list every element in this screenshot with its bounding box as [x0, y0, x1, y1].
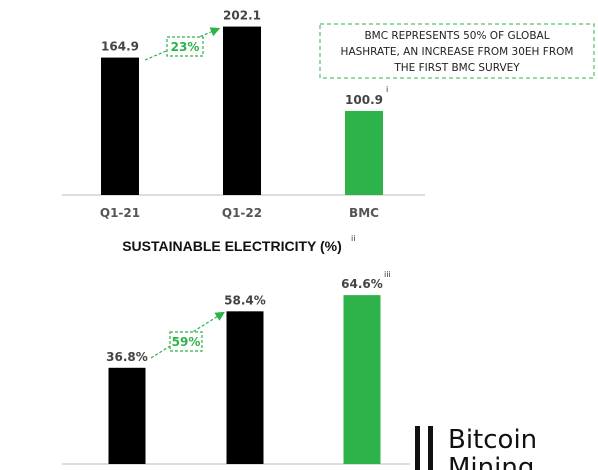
hashrate-chart: 164.9 202.1 100.9 Q1-21 Q1-22 BMC i 23% BM…	[62, 9, 595, 220]
hashrate-growth-label: 23%	[171, 40, 200, 54]
sustainable-growth-label: 59%	[172, 335, 201, 349]
sustainable-electricity-title: SUSTAINABLE ELECTRICITY (%)	[122, 238, 342, 254]
hashrate-growth-badge	[166, 36, 204, 57]
hashrate-growth-arrow	[144, 27, 221, 61]
hashrate-annotation-line-3: THE FIRST BMC SURVEY	[393, 62, 520, 74]
hashrate-bmc-footnote: i	[386, 85, 388, 94]
hashrate-annotation-line-1: BMC REPRESENTS 50% OF GLOBAL	[364, 30, 549, 42]
sustainable-electricity-chart: SUSTAINABLE ELECTRICITY (%) ii 36.8% 58.4…	[62, 234, 410, 465]
sustainable-growth-badge	[169, 331, 203, 352]
hashrate-bar-1	[223, 26, 261, 196]
sustainable-value-label-2: 64.6%	[341, 277, 383, 291]
logo-word-bitcoin: Bitcoin	[448, 425, 537, 455]
hashrate-category-q1-22: Q1-22	[222, 206, 262, 220]
hashrate-value-label-1: 202.1	[223, 9, 261, 23]
sustainable-electricity-title-footnote: ii	[351, 234, 355, 243]
sustainable-bmc-footnote: iii	[384, 270, 391, 279]
sustainable-bar-2	[343, 295, 381, 464]
hashrate-value-label-2: 100.9	[345, 93, 383, 107]
hashrate-category-q1-21: Q1-21	[100, 206, 140, 220]
logo-word-mining: Mining	[448, 453, 534, 470]
hashrate-bar-0	[101, 57, 139, 196]
hashrate-bar-2	[345, 110, 383, 195]
hashrate-annotation-line-2: HASHRATE, AN INCREASE FROM 30EH FROM	[341, 46, 574, 58]
sustainable-bar-1	[226, 311, 264, 464]
logo-bar-left	[415, 426, 420, 470]
sustainable-value-label-0: 36.8%	[106, 350, 148, 364]
logo-bar-right	[428, 426, 433, 470]
sustainable-value-label-1: 58.4%	[224, 293, 266, 307]
hashrate-annotation-box	[319, 23, 595, 79]
bitcoin-mining-logo: Bitcoin Mining	[415, 425, 537, 470]
hashrate-category-bmc: BMC	[349, 206, 379, 220]
hashrate-value-label-0: 164.9	[101, 40, 139, 54]
sustainable-bar-0	[108, 367, 146, 464]
